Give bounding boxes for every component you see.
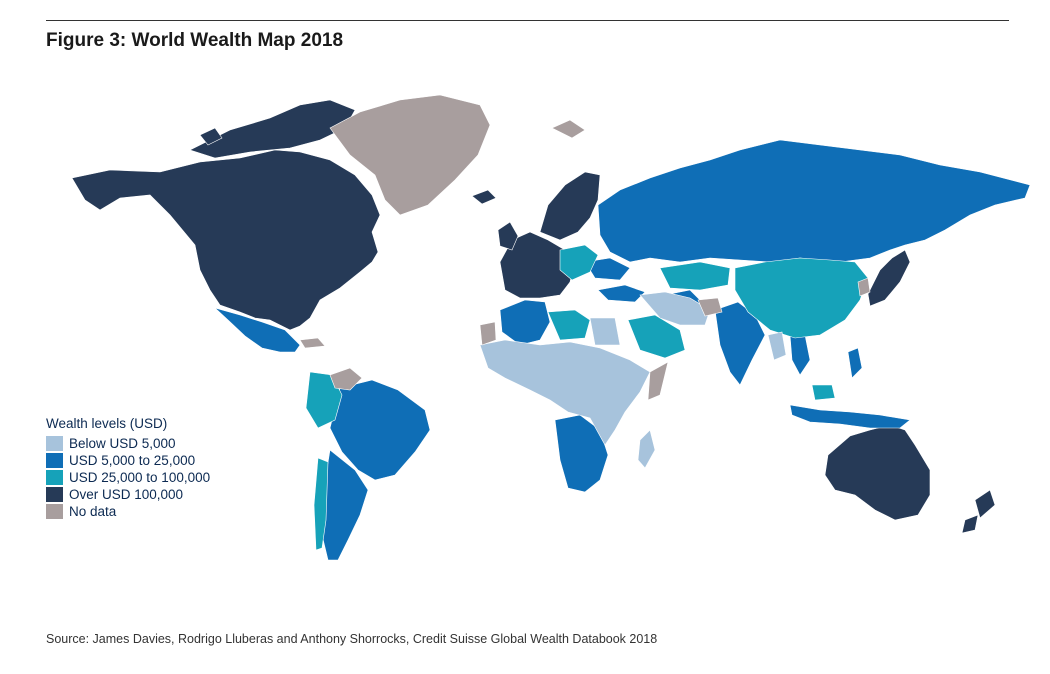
- region-ukraine: [584, 257, 631, 281]
- region-myanmar: [767, 331, 787, 361]
- region-madagascar: [637, 429, 656, 469]
- legend-item: No data: [46, 503, 210, 520]
- region-western-sahara: [479, 321, 497, 346]
- legend-label: USD 25,000 to 100,000: [69, 470, 211, 485]
- region-north-korea: [857, 277, 871, 297]
- legend-title: Wealth levels (USD): [46, 416, 168, 431]
- region-indonesia: [789, 404, 911, 429]
- region-iceland: [471, 189, 497, 205]
- region-greenland: [329, 94, 491, 216]
- region-southern-africa: [554, 414, 609, 493]
- legend-label: Over USD 100,000: [69, 487, 184, 502]
- region-india: [714, 301, 766, 386]
- region-australia: [824, 424, 931, 521]
- region-new-zealand: [961, 489, 996, 534]
- region-philippines: [847, 347, 863, 379]
- region-thailand: [789, 334, 811, 376]
- legend-label: No data: [69, 504, 117, 519]
- legend-label: Below USD 5,000: [69, 436, 176, 451]
- region-malaysia: [811, 384, 836, 401]
- legend-item: USD 5,000 to 25,000: [46, 452, 210, 469]
- region-kazakhstan: [659, 261, 731, 291]
- region-central-africa: [479, 339, 651, 446]
- region-north-america: [71, 149, 381, 331]
- region-russia: [597, 139, 1031, 263]
- legend-item: Below USD 5,000: [46, 435, 210, 452]
- top-rule: [46, 20, 1009, 21]
- region-scandinavia: [539, 171, 601, 241]
- region-alaska-islands: [199, 127, 223, 146]
- region-libya: [547, 309, 591, 341]
- legend-item: Over USD 100,000: [46, 486, 210, 503]
- region-japan: [867, 249, 911, 307]
- legend-swatch: [46, 470, 63, 485]
- legend-swatch: [46, 453, 63, 468]
- legend-swatch: [46, 436, 63, 451]
- region-mexico: [214, 307, 301, 353]
- map-legend: Wealth levels (USD) Below USD 5,000 USD …: [46, 416, 210, 520]
- region-chile: [313, 457, 329, 551]
- region-venezuela: [329, 367, 363, 391]
- legend-label: USD 5,000 to 25,000: [69, 453, 196, 468]
- region-afghanistan: [697, 297, 723, 317]
- region-uk-ireland: [497, 221, 519, 251]
- region-central-asia: [639, 291, 711, 326]
- region-brazil: [329, 379, 431, 481]
- region-caribbean: [299, 337, 326, 349]
- region-somalia: [647, 361, 669, 401]
- legend-swatch: [46, 504, 63, 519]
- region-algeria: [499, 299, 551, 346]
- region-turkey: [597, 284, 646, 303]
- legend-swatch: [46, 487, 63, 502]
- region-china: [734, 257, 869, 339]
- region-svalbard: [551, 119, 586, 139]
- region-egypt: [589, 317, 621, 346]
- figure-title: Figure 3: World Wealth Map 2018: [46, 30, 344, 51]
- legend-item: USD 25,000 to 100,000: [46, 469, 210, 486]
- source-note: Source: James Davies, Rodrigo Lluberas a…: [46, 632, 658, 646]
- region-eastern-europe: [559, 244, 599, 281]
- region-arabia: [627, 314, 686, 359]
